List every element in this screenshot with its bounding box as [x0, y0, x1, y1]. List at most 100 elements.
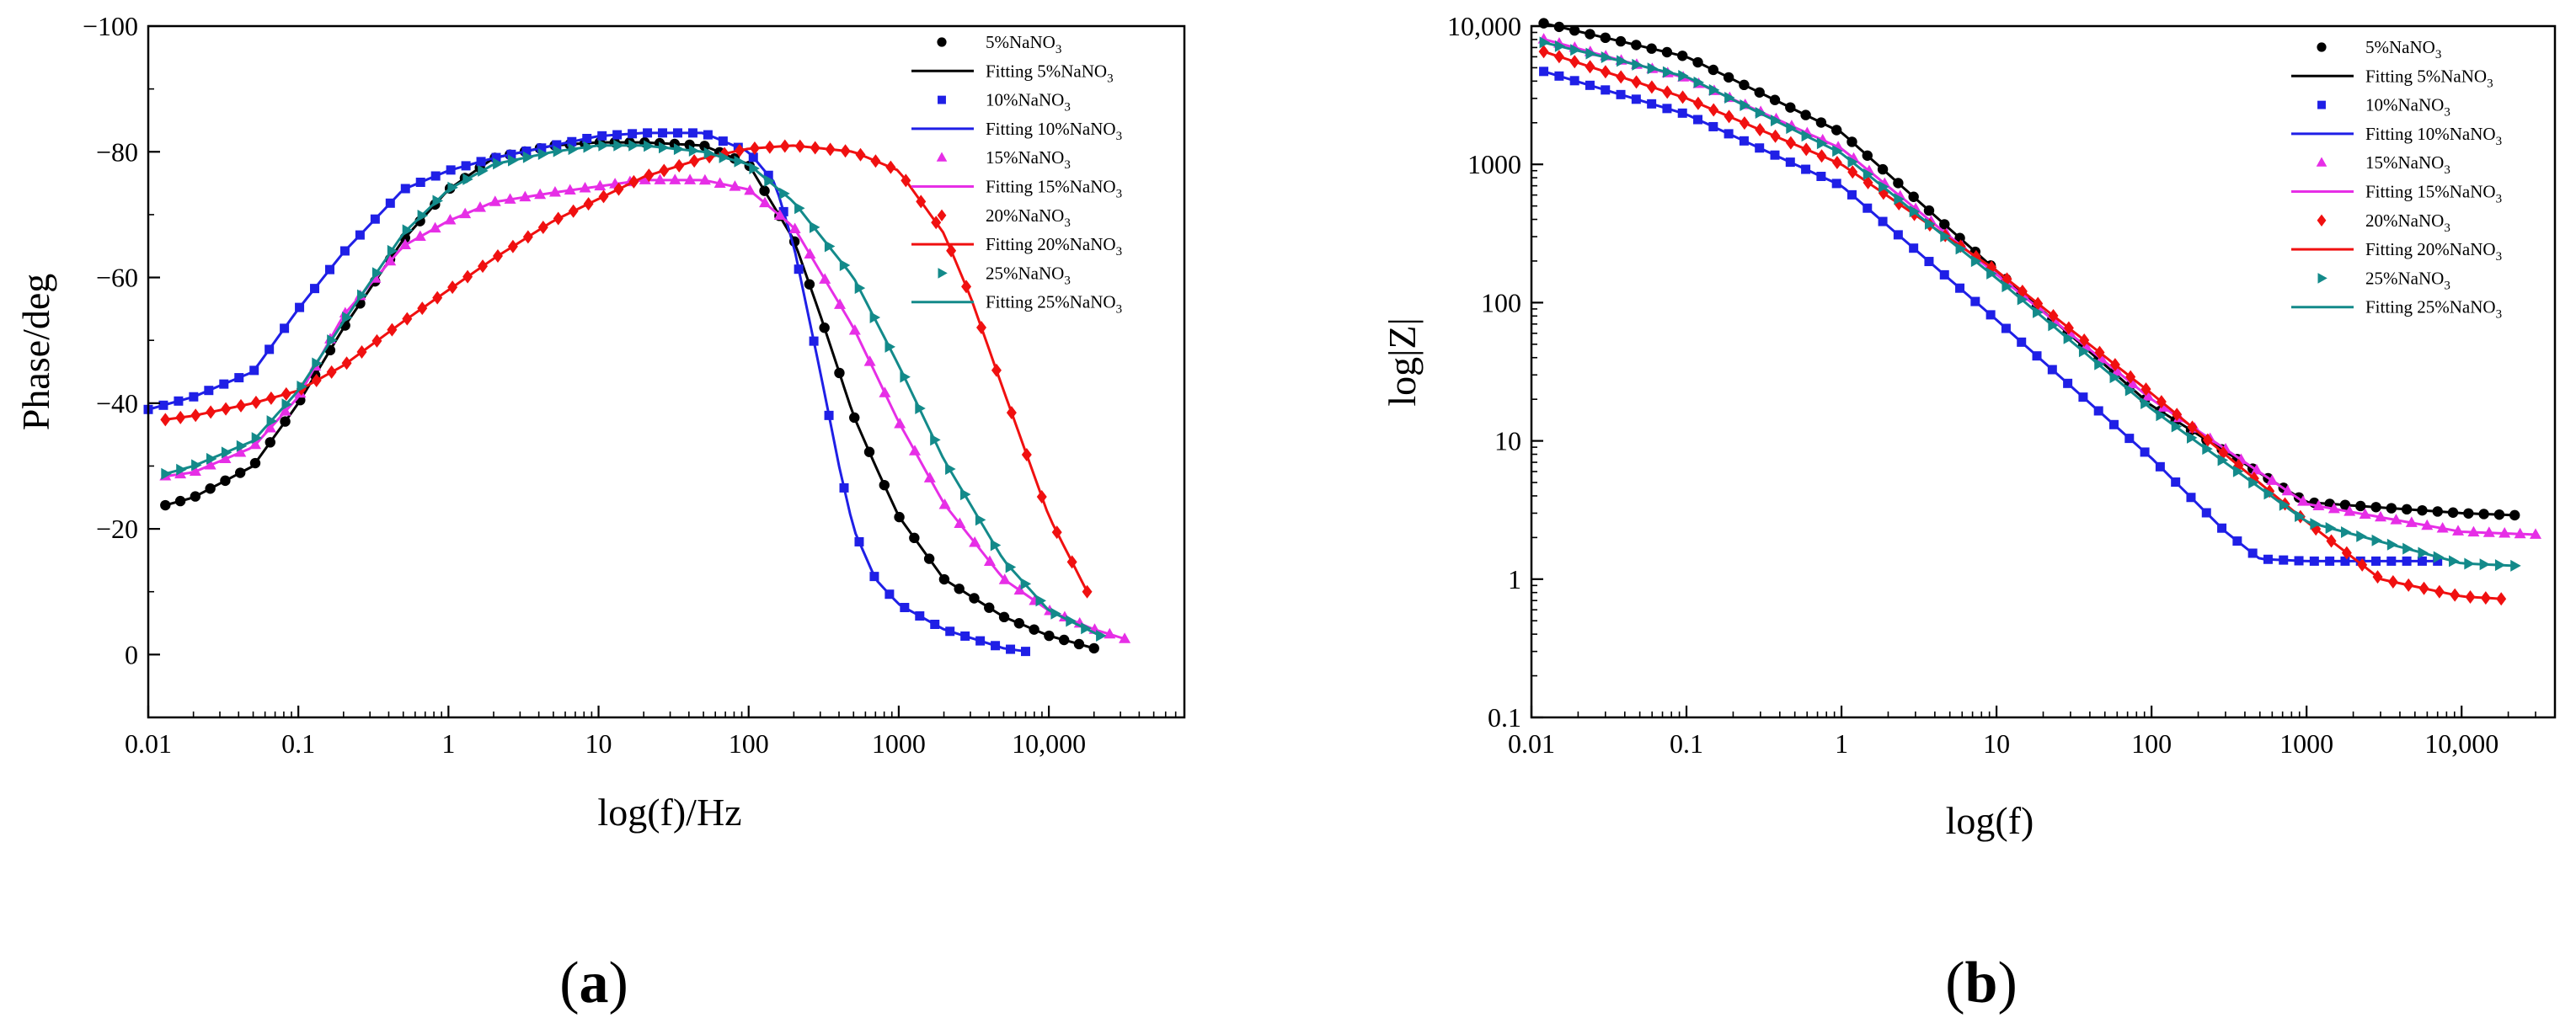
data-point-25%NaNO3	[824, 240, 836, 253]
data-point-25%NaNO3	[206, 452, 217, 465]
data-point-25%NaNO3	[703, 147, 715, 159]
data-point-20%NaNO3	[931, 216, 942, 230]
data-point-15%NaNO3	[2142, 390, 2155, 401]
impedance-chart-panel-label: (b)	[1945, 951, 2018, 1015]
data-point-15%NaNO3	[2297, 495, 2310, 506]
data-point-25%NaNO3	[810, 221, 820, 233]
data-point-25%NaNO3	[493, 157, 504, 170]
data-point-10%NaNO3	[915, 611, 925, 621]
data-point-20%NaNO3	[2496, 592, 2507, 606]
data-point-10%NaNO3	[204, 386, 214, 396]
data-point-15%NaNO3	[564, 184, 576, 195]
data-point-20%NaNO3	[961, 280, 972, 294]
data-point-20%NaNO3	[250, 395, 261, 409]
data-point-10%NaNO3	[884, 589, 895, 600]
data-point-10%NaNO3	[2340, 556, 2350, 566]
data-point-20%NaNO3	[341, 356, 352, 370]
data-point-5%NaNO3	[1615, 35, 1627, 47]
legend-marker	[2317, 273, 2327, 284]
data-point-25%NaNO3	[537, 148, 549, 161]
data-point-10%NaNO3	[2433, 556, 2443, 566]
data-point-10%NaNO3	[1601, 85, 1611, 95]
data-point-5%NaNO3	[923, 553, 935, 564]
data-point-20%NaNO3	[598, 189, 609, 204]
data-point-20%NaNO3	[387, 322, 398, 337]
data-point-25%NaNO3	[553, 145, 564, 157]
data-point-10%NaNO3	[2386, 556, 2397, 566]
data-point-5%NaNO3	[759, 185, 770, 196]
data-point-15%NaNO3	[2405, 516, 2418, 527]
data-point-10%NaNO3	[1985, 310, 1996, 320]
data-point-15%NaNO3	[2514, 527, 2526, 539]
data-point-20%NaNO3	[628, 174, 639, 189]
data-point-15%NaNO3	[1104, 627, 1116, 639]
data-point-25%NaNO3	[839, 259, 851, 272]
data-point-10%NaNO3	[415, 177, 425, 187]
data-point-10%NaNO3	[370, 214, 380, 224]
data-point-10%NaNO3	[2371, 556, 2381, 566]
legend-entry: 20%NaNO3	[2317, 211, 2450, 235]
data-point-20%NaNO3	[432, 290, 443, 305]
data-point-25%NaNO3	[176, 463, 187, 476]
data-point-5%NaNO3	[1908, 191, 1919, 202]
data-point-25%NaNO3	[2017, 293, 2028, 306]
data-point-20%NaNO3	[462, 269, 473, 284]
data-point-20%NaNO3	[1585, 60, 1595, 74]
x-tick-label: 10	[1983, 728, 2010, 759]
data-point-25%NaNO3	[462, 173, 473, 185]
data-point-25%NaNO3	[1786, 122, 1797, 135]
data-point-10%NaNO3	[718, 136, 728, 147]
data-point-5%NaNO3	[1692, 56, 1703, 68]
legend-entry: Fitting 25%NaNO3	[2291, 297, 2502, 322]
data-point-25%NaNO3	[900, 370, 911, 383]
data-point-10%NaNO3	[234, 373, 244, 383]
data-point-5%NaNO3	[2478, 509, 2489, 520]
data-point-15%NaNO3	[2327, 502, 2340, 514]
data-point-25%NaNO3	[2449, 555, 2460, 568]
data-point-25%NaNO3	[297, 380, 307, 392]
x-tick-label: 1	[441, 728, 455, 759]
data-point-25%NaNO3	[779, 187, 790, 200]
data-point-10%NaNO3	[1755, 143, 1765, 153]
legend-entry: Fitting 10%NaNO3	[911, 119, 1122, 143]
data-point-20%NaNO3	[870, 154, 881, 168]
legend-label: 15%NaNO3	[2365, 152, 2450, 177]
data-point-10%NaNO3	[521, 147, 532, 157]
data-point-25%NaNO3	[1940, 230, 1951, 243]
data-point-10%NaNO3	[824, 410, 834, 420]
data-point-20%NaNO3	[326, 365, 337, 379]
y-tick-label: −60	[96, 263, 138, 293]
data-point-25%NaNO3	[2310, 518, 2321, 530]
data-point-25%NaNO3	[1601, 51, 1612, 64]
data-point-20%NaNO3	[2063, 321, 2074, 335]
phase-chart-legend: 5%NaNO3 Fitting 5%NaNO3 10%NaNO3 Fitting 10…	[911, 32, 1122, 317]
data-point-25%NaNO3	[568, 143, 580, 156]
legend-entry: 10%NaNO3	[2317, 95, 2450, 120]
data-point-20%NaNO3	[1538, 45, 1549, 59]
impedance-chart-y-axis-title: log|Z|	[1381, 317, 1424, 406]
data-point-20%NaNO3	[2465, 589, 2476, 604]
data-point-25%NaNO3	[1066, 615, 1077, 627]
data-point-25%NaNO3	[161, 467, 172, 480]
data-point-15%NaNO3	[2095, 352, 2108, 364]
legend-entry: 25%NaNO3	[938, 263, 1071, 287]
data-point-10%NaNO3	[1585, 80, 1595, 90]
data-point-25%NaNO3	[583, 141, 595, 153]
phase-chart-series	[143, 128, 1131, 657]
x-tick-label: 10	[585, 728, 612, 759]
data-point-20%NaNO3	[2140, 382, 2151, 397]
data-point-25%NaNO3	[1647, 62, 1659, 75]
data-point-25%NaNO3	[2494, 559, 2506, 572]
data-point-25%NaNO3	[644, 140, 655, 152]
legend-label: Fitting 5%NaNO3	[2365, 66, 2493, 90]
data-point-20%NaNO3	[281, 386, 291, 401]
data-point-25%NaNO3	[764, 174, 775, 187]
data-point-10%NaNO3	[1939, 269, 1949, 280]
data-point-15%NaNO3	[2436, 522, 2449, 533]
data-point-15%NaNO3	[2344, 505, 2356, 516]
data-point-20%NaNO3	[2434, 584, 2445, 599]
phase-chart-y-axis-title: Phase/deg	[14, 274, 57, 431]
data-point-25%NaNO3	[2156, 409, 2167, 422]
data-point-5%NaNO3	[1893, 178, 1904, 189]
data-point-25%NaNO3	[266, 415, 278, 428]
